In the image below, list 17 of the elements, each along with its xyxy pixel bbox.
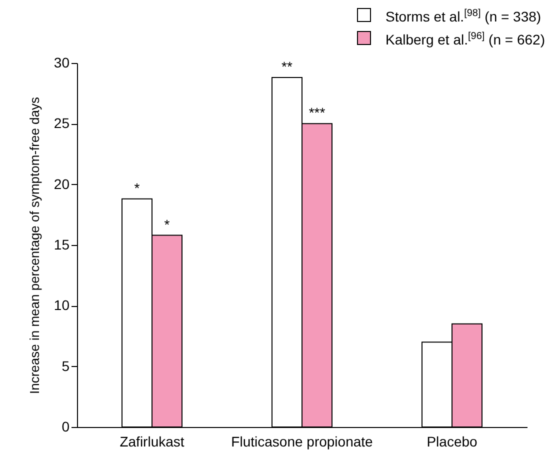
y-tick-label: 5 (62, 358, 70, 374)
y-tick-label: 30 (54, 54, 70, 70)
legend-label: Storms et al.$^{[98]}$ (n = 338) (385, 7, 542, 27)
legend-label: Kalberg et al.$^{[96]}$ (n = 662) (385, 30, 545, 50)
y-axis-title: Increase in mean percentage of symptom-free days (26, 96, 42, 394)
x-tick-label: Fluticasone propionate (231, 434, 374, 450)
y-tick-label: 15 (54, 236, 70, 252)
annotation: * (134, 180, 140, 196)
x-tick-label: Zafirlukast (120, 434, 184, 450)
annotation: * (164, 216, 170, 232)
x-tick-label: Placebo (426, 434, 478, 450)
annotation: ** (282, 58, 293, 75)
y-tick-label: 0 (62, 418, 70, 434)
annotation: *** (308, 104, 326, 121)
y-tick-label: 10 (54, 297, 70, 314)
y-tick-label: 20 (54, 176, 70, 192)
y-tick-label: 25 (54, 115, 70, 132)
